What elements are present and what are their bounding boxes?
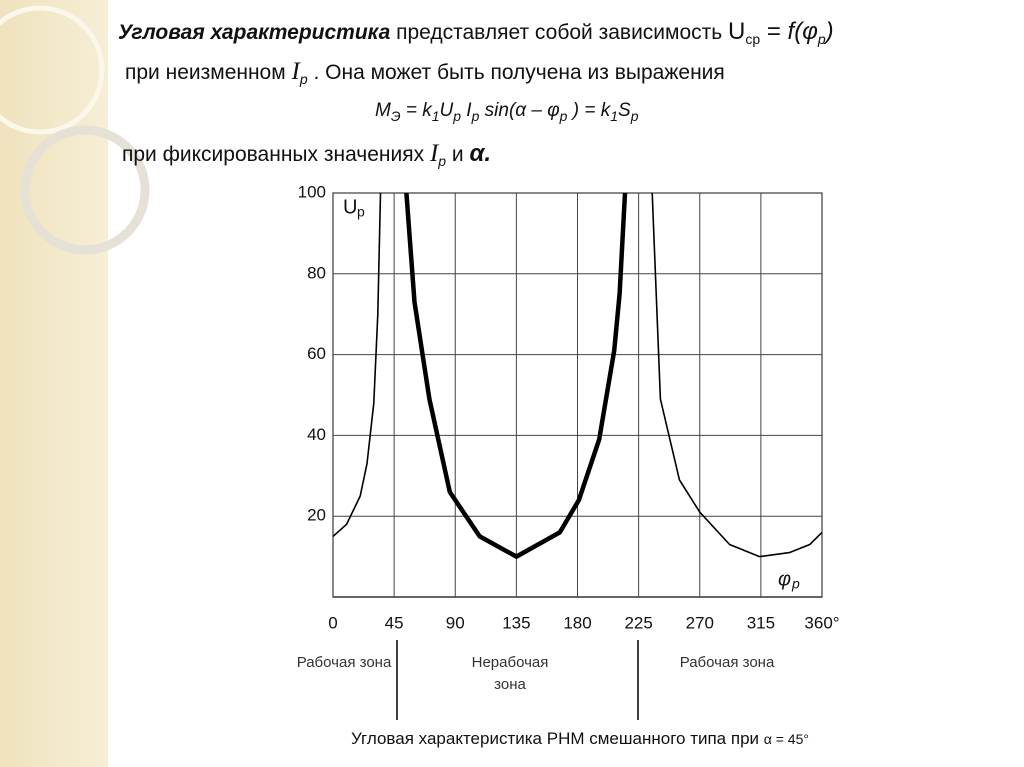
text-line: при фиксированных значениях Iр и α.	[122, 140, 491, 169]
decor	[0, 5, 150, 255]
y-tick-label: 40	[307, 425, 326, 444]
f: I	[461, 100, 472, 121]
decor-circle	[20, 125, 150, 255]
zone-label: Нерабочая зона	[471, 654, 549, 693]
symbol: α.	[469, 140, 492, 167]
text: представляет собой зависимость	[390, 21, 729, 44]
curve	[333, 193, 822, 558]
f: 1	[431, 107, 440, 124]
zone-label: Рабочая зона	[296, 654, 392, 671]
text: . Она может быть получена из выражения	[307, 61, 725, 84]
caption: Угловая характеристика РНМ смешанного ти…	[0, 729, 1024, 749]
term: Угловая характеристика	[118, 21, 391, 44]
x-tick-label: 90	[446, 613, 465, 632]
f: р	[559, 107, 568, 124]
symbol: I	[429, 140, 439, 167]
subscript: ср	[745, 31, 761, 48]
x-tick-label: 360°	[804, 613, 839, 632]
f: sin(α – φ	[479, 100, 560, 121]
f: 1	[610, 107, 618, 124]
y-tick-label: 20	[307, 506, 326, 525]
decor-circle	[0, 5, 105, 135]
f: ) = k	[567, 100, 611, 121]
x-tick-label: 45	[385, 613, 404, 632]
text: при неизменном	[125, 61, 292, 84]
text: =	[760, 18, 788, 45]
f: M	[375, 100, 391, 121]
symbol: )	[825, 18, 834, 45]
y-tick-label: 100	[298, 182, 326, 201]
subscript: р	[299, 71, 308, 88]
symbol: I	[291, 58, 300, 85]
text: при фиксированных значениях	[122, 143, 430, 166]
x-tick-label: 135	[502, 613, 530, 632]
x-axis-label: р	[791, 576, 800, 592]
x-axis-label: φ	[778, 568, 791, 590]
text-line: Угловая характеристика представляет собо…	[118, 18, 834, 47]
symbol: U	[728, 18, 746, 45]
f: р	[471, 107, 480, 124]
text-line: при неизменном Iр . Она может быть получ…	[125, 58, 725, 87]
curve	[404, 193, 628, 559]
y-tick-label: 60	[307, 344, 326, 363]
caption-text: Угловая характеристика РНМ смешанного ти…	[351, 729, 764, 748]
y-axis-label: U	[343, 196, 357, 218]
subscript: р	[817, 31, 826, 48]
f: U	[439, 100, 454, 121]
subscript: р	[438, 153, 447, 170]
formula: MЭ = k1Uр Iр sin(α – φр ) = k1Sр	[375, 100, 638, 124]
x-tick-label: 180	[563, 613, 591, 632]
f: S	[618, 100, 631, 121]
f: Э	[390, 107, 401, 124]
caption-text: α = 45°	[763, 731, 809, 747]
f: р	[630, 107, 639, 124]
x-tick-label: 225	[624, 613, 652, 632]
x-tick-label: 315	[747, 613, 775, 632]
zone-label: Рабочая зона	[679, 654, 775, 671]
x-tick-label: 270	[686, 613, 714, 632]
f: = k	[400, 100, 432, 121]
symbol: f(φ	[787, 18, 818, 45]
y-axis-label: р	[357, 204, 365, 220]
text: и	[446, 143, 470, 166]
y-tick-label: 80	[307, 263, 326, 282]
x-tick-label: 0	[328, 613, 337, 632]
f: р	[453, 107, 462, 124]
